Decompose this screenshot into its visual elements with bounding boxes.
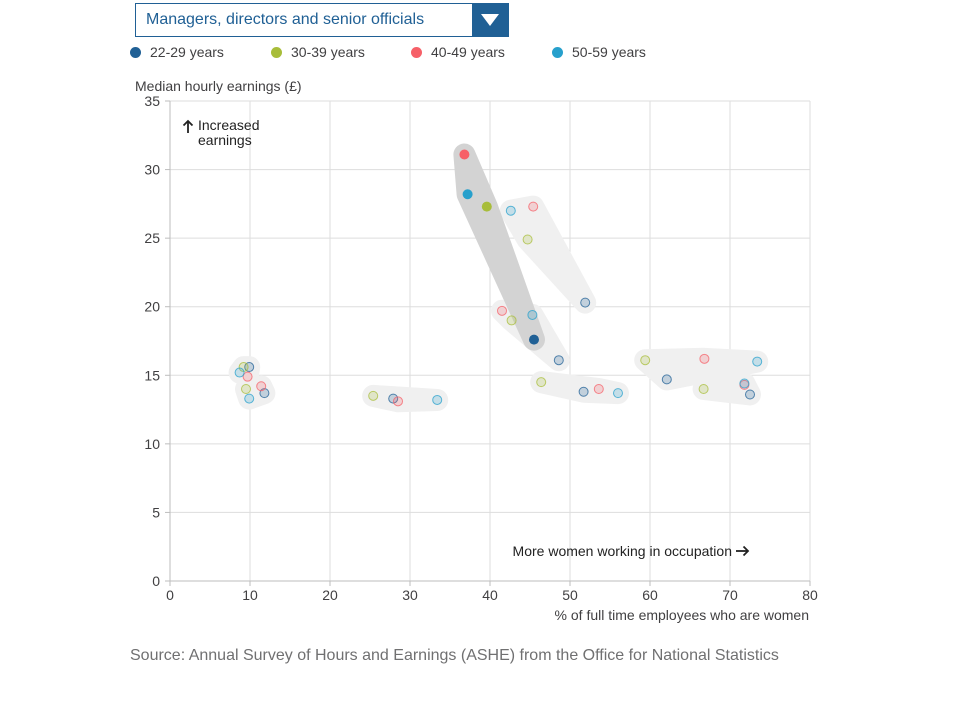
occupation-dropdown-value: Managers, directors and senior officials xyxy=(146,11,425,28)
highlighted-point[interactable] xyxy=(481,201,492,212)
data-points xyxy=(234,149,763,407)
arrow-up-icon xyxy=(182,119,194,133)
x-tick-label: 60 xyxy=(642,587,658,603)
data-point[interactable] xyxy=(613,388,623,399)
legend-swatch-40-49 xyxy=(411,47,422,58)
data-point[interactable] xyxy=(244,362,255,373)
x-direction-annotation: More women working in occupation xyxy=(513,543,750,559)
x-tick-label: 50 xyxy=(562,587,578,603)
legend-label: 50-59 years xyxy=(572,44,646,60)
group-hull xyxy=(362,384,449,413)
axes: 0 10 20 30 40 50 60 70 80 0 5 10 15 20 25 30 35 xyxy=(144,93,818,603)
dropdown-toggle-button[interactable] xyxy=(472,4,508,36)
x-tick-label: 10 xyxy=(242,587,258,603)
data-point[interactable] xyxy=(593,384,604,394)
data-point[interactable] xyxy=(244,393,255,404)
data-point[interactable] xyxy=(578,386,589,397)
y-tick-label: 30 xyxy=(144,162,160,178)
data-point[interactable] xyxy=(242,371,253,382)
highlighted-point[interactable] xyxy=(459,149,470,160)
x-tick-label: 70 xyxy=(722,587,738,603)
data-point[interactable] xyxy=(661,374,672,385)
legend-swatch-50-59 xyxy=(552,47,563,58)
data-point[interactable] xyxy=(527,309,538,320)
data-point[interactable] xyxy=(698,384,709,394)
data-point[interactable] xyxy=(497,305,507,316)
legend-item-40-49[interactable]: 40-49 years xyxy=(411,43,505,61)
y-tick-label: 35 xyxy=(144,93,160,109)
legend-item-30-39[interactable]: 30-39 years xyxy=(271,43,365,61)
occupation-dropdown[interactable]: Managers, directors and senior officials xyxy=(135,3,509,37)
y-tick-label: 20 xyxy=(144,299,160,315)
highlighted-point[interactable] xyxy=(462,189,473,200)
y-tick-label: 5 xyxy=(152,504,160,520)
highlighted-point[interactable] xyxy=(529,334,539,345)
data-point[interactable] xyxy=(505,205,516,216)
data-point[interactable] xyxy=(256,381,267,392)
y-direction-annotation: Increased earnings xyxy=(182,117,259,148)
legend-swatch-30-39 xyxy=(271,47,282,58)
x-tick-label: 40 xyxy=(482,587,498,603)
data-point[interactable] xyxy=(745,389,755,400)
data-point[interactable] xyxy=(432,394,443,405)
data-point[interactable] xyxy=(528,201,539,212)
data-point[interactable] xyxy=(752,356,763,367)
data-point[interactable] xyxy=(506,315,517,326)
x-axis-label: % of full time employees who are women xyxy=(555,607,809,623)
legend-label: 30-39 years xyxy=(291,44,365,60)
x-direction-label: More women working in occupation xyxy=(513,543,732,559)
data-point[interactable] xyxy=(388,393,399,404)
group-hull xyxy=(499,195,597,314)
y-tick-label: 0 xyxy=(152,573,160,589)
data-point[interactable] xyxy=(368,390,379,401)
legend-swatch-22-29 xyxy=(130,47,141,58)
group-hull xyxy=(634,347,769,391)
data-point[interactable] xyxy=(536,377,547,388)
x-tick-label: 30 xyxy=(402,587,418,603)
triangle-down-icon xyxy=(481,14,499,26)
legend-label: 22-29 years xyxy=(150,44,224,60)
data-point[interactable] xyxy=(580,297,591,308)
y-tick-label: 15 xyxy=(144,367,160,383)
data-point[interactable] xyxy=(553,355,564,366)
legend-label: 40-49 years xyxy=(431,44,505,60)
group-hulls xyxy=(228,143,769,413)
scatter-chart: 0 10 20 30 40 50 60 70 80 0 5 10 15 20 25 30 35 Median h… xyxy=(135,78,818,623)
y-tick-label: 25 xyxy=(144,230,160,246)
data-point[interactable] xyxy=(241,384,251,394)
data-point[interactable] xyxy=(739,378,750,389)
y-tick-label: 10 xyxy=(144,436,160,452)
data-point[interactable] xyxy=(522,234,533,245)
data-point[interactable] xyxy=(640,355,651,366)
data-point[interactable] xyxy=(699,353,710,364)
legend-item-50-59[interactable]: 50-59 years xyxy=(552,43,646,61)
x-tick-label: 80 xyxy=(802,587,818,603)
y-axis-label: Median hourly earnings (£) xyxy=(135,78,302,94)
source-note: Source: Annual Survey of Hours and Earni… xyxy=(130,647,779,664)
data-point[interactable] xyxy=(234,367,245,378)
legend-item-22-29[interactable]: 22-29 years xyxy=(130,43,224,61)
arrow-right-icon xyxy=(736,545,750,557)
group-hull xyxy=(530,371,629,405)
x-tick-label: 20 xyxy=(322,587,338,603)
data-point[interactable] xyxy=(393,396,403,407)
gridlines xyxy=(170,100,811,581)
x-tick-label: 0 xyxy=(166,587,174,603)
